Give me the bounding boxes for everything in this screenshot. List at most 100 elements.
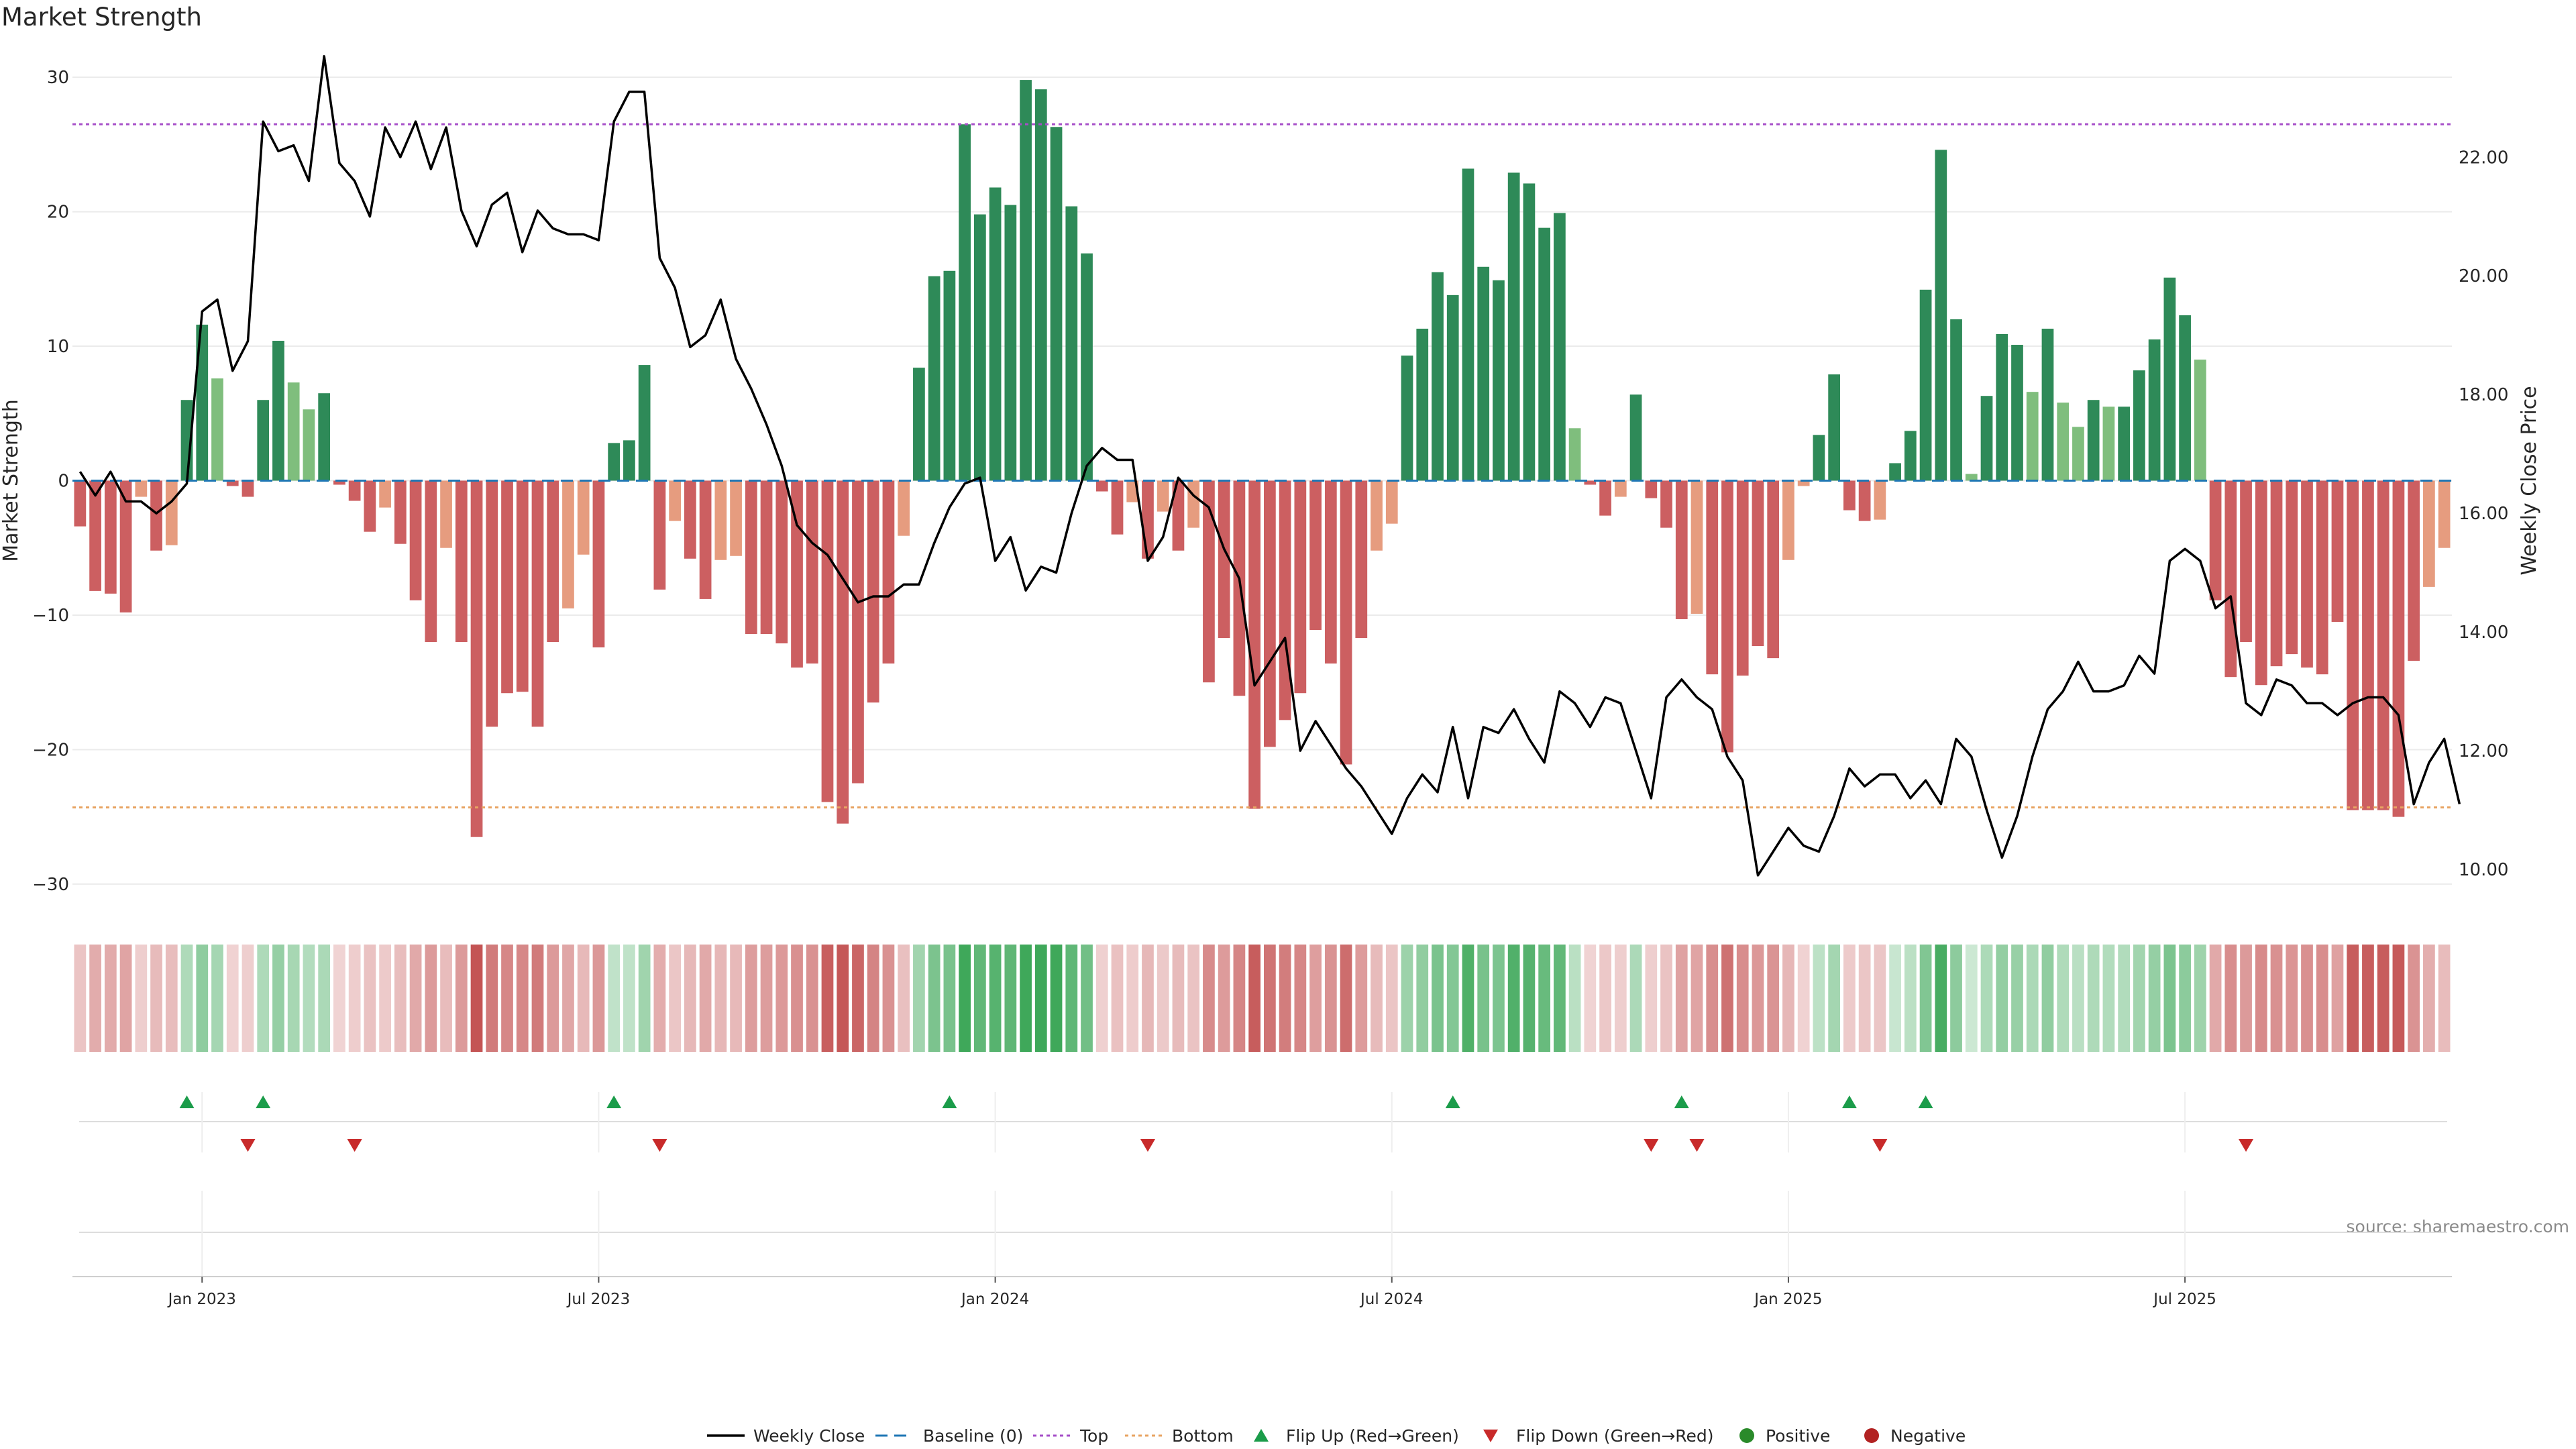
- heat-cell: [2408, 945, 2420, 1052]
- heat-cell: [211, 945, 223, 1052]
- y-tick-label: −20: [32, 740, 69, 760]
- flip-down-marker: [652, 1139, 667, 1152]
- heat-cell: [1065, 945, 1078, 1052]
- strength-bar: [455, 480, 468, 643]
- heat-cell: [2347, 945, 2359, 1052]
- strength-bar: [1813, 435, 1825, 481]
- y-tick-label: −30: [32, 875, 69, 895]
- strength-bar: [2408, 480, 2420, 661]
- heat-cell: [2240, 945, 2252, 1052]
- heat-cell: [379, 945, 391, 1052]
- heat-cell: [1340, 945, 1352, 1052]
- heat-cell: [226, 945, 239, 1052]
- strength-bar: [1187, 480, 1200, 528]
- strength-bar: [1554, 213, 1566, 481]
- heat-cell: [1980, 945, 1993, 1052]
- heat-cell: [2118, 945, 2131, 1052]
- strength-bar: [2209, 480, 2222, 600]
- strength-bar: [1965, 474, 1978, 481]
- strength-bar: [2087, 400, 2100, 481]
- strength-bar: [1706, 480, 1719, 675]
- flip-down-marker: [347, 1139, 362, 1152]
- heat-cell: [2224, 945, 2237, 1052]
- heat-cell: [119, 945, 132, 1052]
- date-tick-label: Jan 2024: [960, 1291, 1029, 1308]
- strength-bar: [1218, 480, 1230, 639]
- strength-bar: [592, 480, 605, 648]
- strength-bar: [501, 480, 513, 694]
- heat-cell: [104, 945, 117, 1052]
- heat-cell: [959, 945, 971, 1052]
- heat-cell: [1172, 945, 1185, 1052]
- heat-cell: [2316, 945, 2328, 1052]
- flip-down-marker: [2239, 1139, 2254, 1152]
- strength-bar: [1950, 319, 1962, 481]
- strength-bar: [470, 480, 483, 837]
- heat-cell: [714, 945, 727, 1052]
- legend-label: Baseline (0): [923, 1426, 1023, 1446]
- strength-bar: [1416, 328, 1429, 481]
- weekly-close-series: [78, 55, 2461, 877]
- heat-cell: [1706, 945, 1719, 1052]
- strength-bar: [1843, 480, 1856, 511]
- heat-cell: [1203, 945, 1215, 1052]
- strength-bar: [1904, 431, 1917, 481]
- strength-bar: [2072, 427, 2084, 481]
- strength-bar: [1919, 289, 1932, 481]
- strength-bar: [1614, 480, 1627, 497]
- heat-cell: [699, 945, 712, 1052]
- strength-bar: [1095, 480, 1108, 492]
- heat-cell: [2194, 945, 2206, 1052]
- heat-cell: [501, 945, 513, 1052]
- heat-cell: [1752, 945, 1764, 1052]
- strength-bar: [2438, 480, 2451, 548]
- strength-bar: [882, 480, 895, 664]
- heat-cell: [1919, 945, 1932, 1052]
- heat-cell: [516, 945, 529, 1052]
- heat-cell: [669, 945, 681, 1052]
- y-axis-left: −30 −20 −10 0 10 20 30 Market Strength: [0, 68, 69, 895]
- heat-cell: [2087, 945, 2100, 1052]
- heat-cell: [837, 945, 849, 1052]
- heat-strip: [74, 945, 2451, 1052]
- strength-bar: [226, 480, 239, 486]
- strength-bar: [425, 480, 437, 643]
- y2-tick-label: 12.00: [2459, 741, 2508, 761]
- strength-bar: [1874, 480, 1886, 520]
- legend-label: Negative: [1890, 1426, 1966, 1446]
- strength-bar: [2163, 277, 2176, 481]
- heat-cell: [1264, 945, 1276, 1052]
- heat-cell: [303, 945, 315, 1052]
- heat-cell: [547, 945, 559, 1052]
- strength-bar: [2286, 480, 2298, 655]
- strength-bar: [348, 480, 361, 501]
- legend-label: Top: [1079, 1426, 1108, 1446]
- heat-cell: [1157, 945, 1169, 1052]
- flip-down-marker: [1689, 1139, 1705, 1152]
- heat-cell: [1081, 945, 1093, 1052]
- strength-bar: [1340, 480, 1352, 765]
- flip-markers: [72, 1092, 2452, 1277]
- legend-label: Flip Down (Green→Red): [1516, 1426, 1714, 1446]
- legend-label: Positive: [1766, 1426, 1830, 1446]
- heat-cell: [1645, 945, 1658, 1052]
- strength-bar: [1309, 480, 1322, 631]
- strength-bar: [104, 480, 117, 594]
- flip-up-marker: [1918, 1095, 1933, 1108]
- heat-cell: [1218, 945, 1230, 1052]
- strength-bar: [867, 480, 879, 703]
- strength-bar: [714, 480, 727, 560]
- heat-cell: [1554, 945, 1566, 1052]
- strength-bar: [1782, 480, 1794, 560]
- flip-up-marker: [1841, 1095, 1857, 1108]
- flip-up-marker: [606, 1095, 622, 1108]
- heat-cell: [2438, 945, 2451, 1052]
- strength-bar: [1523, 183, 1536, 481]
- strength-bars: [74, 80, 2451, 837]
- heat-cell: [2392, 945, 2405, 1052]
- strength-bar: [486, 480, 498, 727]
- strength-bar: [699, 480, 712, 599]
- heat-cell: [1675, 945, 1688, 1052]
- heat-cell: [684, 945, 696, 1052]
- y-axis-right: 10.00 12.00 14.00 16.00 18.00 20.00 22.00 Weekl…: [2459, 148, 2541, 880]
